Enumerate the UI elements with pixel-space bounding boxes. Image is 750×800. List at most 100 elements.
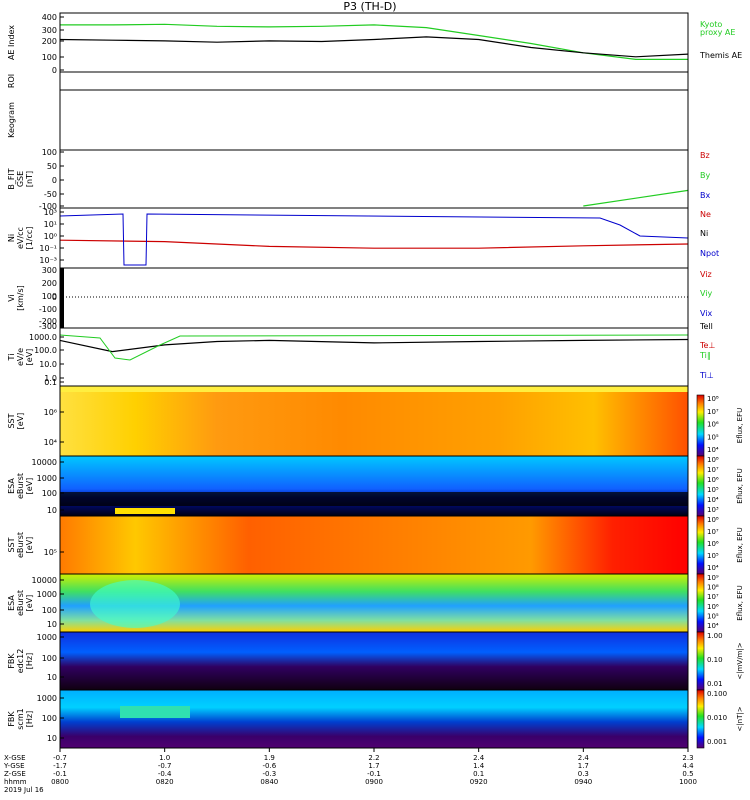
ytick-label-vi: -200 (39, 317, 57, 326)
ytick-label-fbk1: 1000 (37, 633, 57, 642)
colorbar (696, 515, 705, 575)
ytick-label-esa2: 1000 (37, 590, 57, 599)
ylabel-ae: AE Index (7, 25, 16, 60)
colorbar-tick: 10⁵ (707, 433, 719, 441)
colorbar-tick: 10⁸ (707, 456, 719, 464)
ytick-label-ni: 10¹ (44, 220, 57, 229)
colorbar-tick: 10⁶ (707, 476, 719, 484)
ylabel-vi: [km/s] (16, 285, 25, 311)
ytick-label-bfit: 0 (52, 176, 57, 185)
colorbar-tick: 10⁵ (707, 612, 719, 620)
xtick-label: 1.9 (264, 754, 275, 762)
legend-ni: Ne (700, 210, 711, 219)
series-themis-ae (59, 36, 689, 58)
ylabel-ni: [1/cc] (25, 227, 34, 250)
xtick-label: 1.0 (159, 754, 170, 762)
ylabel-fbk2: scm1 (16, 708, 25, 729)
xtick-label: 1.7 (368, 762, 379, 770)
colorbar-tick: 10⁸ (707, 395, 719, 403)
xaxis-row-label: Z-GSE (4, 770, 26, 778)
xtick-label: 4.4 (682, 762, 694, 770)
legend-bfit: Bz (700, 151, 710, 160)
series-ni (59, 239, 689, 249)
ytick-label-vi: -100 (39, 305, 57, 314)
xtick-label: 0800 (51, 778, 69, 786)
legend-vi: Vix (700, 309, 713, 318)
xtick-label: 2.2 (368, 754, 379, 762)
ylabel-ni: Ni (7, 234, 16, 242)
legend-ae: Kyoto (700, 20, 722, 29)
ytick-label-sst1: 10⁶ (44, 408, 57, 417)
colorbar-label: Eflux, EFU (736, 468, 744, 503)
xtick-label: 2.4 (473, 754, 485, 762)
xtick-label: -0.4 (158, 770, 172, 778)
ylabel-ni: eV/cc (16, 227, 25, 249)
ytick-label-ti: 0.1 (44, 378, 57, 387)
colorbar-label: <|nT|> (736, 706, 744, 731)
ytick-label-ni: 10³ (44, 208, 57, 217)
xtick-label: 1.4 (473, 762, 485, 770)
ytick-label-bfit: 50 (47, 162, 57, 171)
legend-vi: Viy (700, 289, 713, 298)
colorbar-tick: 10⁹ (707, 574, 719, 582)
panel-frame-kgram (59, 89, 689, 151)
xtick-label: 1000 (679, 778, 697, 786)
legend-ae: Themis AE (699, 51, 742, 60)
esa2-feature (90, 580, 180, 628)
line-series (59, 23, 689, 361)
ytick-label-vi: 0 (52, 293, 57, 302)
colorbar-tick: 10³ (707, 506, 719, 514)
ytick-label-esa2: 100 (42, 606, 57, 615)
ylabel-kgram: Keogram (7, 102, 16, 138)
ytick-label-ti: 10.0 (39, 360, 57, 369)
ylabel-sst2: eBurst (16, 532, 25, 558)
xtick-label: 2.3 (682, 754, 693, 762)
ytick-label-ae: 300 (42, 26, 57, 35)
panel-frame-vi (59, 267, 689, 329)
ytick-label-ti: 100.0 (34, 346, 57, 355)
vi-fill-bar (60, 268, 64, 328)
ytick-label-sst2: 10⁵ (44, 548, 57, 557)
colorbar-tick: 0.100 (707, 690, 727, 698)
ylabel-sst2: [eV] (25, 537, 34, 554)
ytick-label-esa1: 1000 (37, 474, 57, 483)
colorbar-tick: 0.001 (707, 738, 727, 746)
colorbar-tick: 10⁷ (707, 466, 719, 474)
ytick-label-sst1: 10⁴ (44, 438, 57, 447)
ytick-label-esa2: 10000 (32, 576, 57, 585)
series-ne (59, 213, 689, 266)
ytick-label-ae: 100 (42, 53, 57, 62)
colorbar-tick: 10⁴ (707, 622, 719, 630)
xtick-label: 0.5 (682, 770, 693, 778)
legend-bfit: Bx (700, 191, 710, 200)
ylabel-fbk1: [Hz] (25, 653, 34, 669)
xtick-label: 0940 (574, 778, 592, 786)
xtick-label: 0.3 (578, 770, 589, 778)
ylabel-vi: Vi (7, 294, 16, 302)
ytick-label-vi: 200 (42, 279, 57, 288)
fbk2-burst (120, 706, 190, 718)
xtick-label: 2.4 (578, 754, 590, 762)
colorbar-tick: 10⁸ (707, 584, 719, 592)
colorbar-tick: 10⁷ (707, 408, 719, 416)
series-ti-par (59, 334, 689, 361)
colorbar-tick: 10⁷ (707, 593, 719, 601)
ytick-label-fbk2: 1000 (37, 694, 57, 703)
xaxis-row-label: 2019 Jul 16 (4, 786, 44, 794)
colorbar (696, 394, 705, 457)
colorbar-tick: 10⁷ (707, 528, 719, 536)
xaxis-row-label: X-GSE (4, 754, 26, 762)
legend-ti: Ti⊥ (699, 371, 714, 380)
legend-ti: Ti∥ (699, 351, 711, 360)
colorbar-tick: 10⁴ (707, 496, 719, 504)
colorbar-tick: 10⁶ (707, 421, 719, 429)
ytick-label-ti: 1.0 (44, 374, 57, 383)
colorbar (696, 631, 705, 691)
colorbar (696, 573, 705, 633)
ytick-label-fbk1: 10 (47, 673, 57, 682)
ylabel-sst1: [eV] (16, 413, 25, 430)
xtick-label: -0.1 (367, 770, 381, 778)
ylabel-fbk1: FBK (7, 653, 16, 669)
colorbar-tick: 10⁶ (707, 540, 719, 548)
